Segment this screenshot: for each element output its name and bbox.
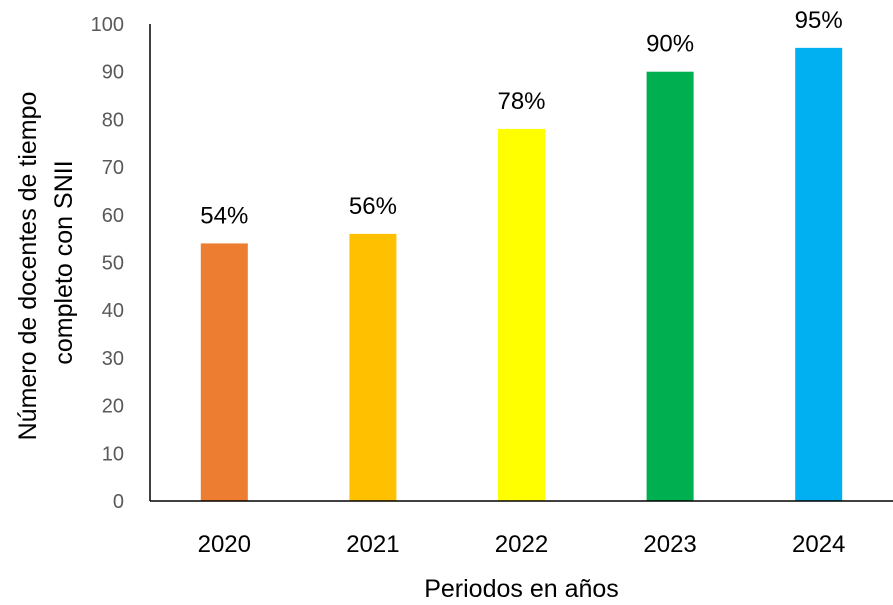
y-tick-label: 90 — [102, 62, 124, 84]
y-tick-label: 80 — [102, 109, 124, 131]
data-label-2020: 54% — [200, 202, 248, 229]
x-tick-label-2022: 2022 — [495, 531, 548, 558]
bar-2024 — [795, 47, 843, 501]
y-tick-label: 70 — [102, 157, 124, 179]
bar-2020 — [200, 243, 248, 502]
y-axis-ticks: 0 10 20 30 40 50 60 70 80 90 100 — [91, 14, 124, 513]
y-axis-title-line-2: completo con SNII — [50, 160, 78, 364]
x-tick-label-2021: 2021 — [346, 531, 399, 558]
x-axis-ticks: 2020 2021 2022 2023 2024 — [198, 531, 846, 558]
bar-2022 — [498, 128, 545, 501]
bar-2021 — [349, 233, 397, 501]
data-label-2022: 78% — [497, 88, 545, 115]
x-tick-label-2020: 2020 — [198, 531, 251, 558]
y-tick-label: 0 — [113, 491, 124, 513]
y-tick-label: 40 — [102, 300, 124, 322]
bar-2023 — [646, 71, 694, 501]
bars — [200, 47, 843, 502]
y-tick-label: 10 — [102, 443, 124, 465]
y-axis-title: Número de docentes de tiempo completo co… — [14, 85, 78, 441]
y-tick-label: 30 — [102, 348, 124, 370]
data-label-2023: 90% — [646, 31, 694, 58]
data-labels: 54% 56% 78% 90% 95% — [200, 7, 842, 230]
y-tick-label: 20 — [102, 396, 124, 418]
y-axis-title-line-1: Número de docentes de tiempo — [14, 92, 42, 441]
x-axis-title: Periodos en años — [424, 575, 619, 603]
x-tick-label-2024: 2024 — [792, 531, 845, 558]
y-tick-label: 60 — [102, 205, 124, 227]
y-tick-label: 100 — [91, 14, 124, 36]
data-label-2024: 95% — [795, 7, 843, 34]
x-tick-label-2023: 2023 — [643, 531, 696, 558]
y-tick-label: 50 — [102, 253, 124, 275]
data-label-2021: 56% — [349, 193, 397, 220]
